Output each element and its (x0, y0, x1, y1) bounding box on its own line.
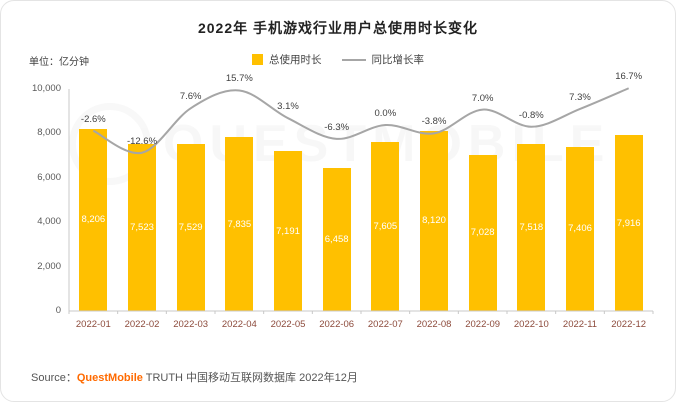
bar-2022-12: 7,916 (614, 135, 643, 311)
bar-value-label: 7,916 (616, 217, 641, 229)
bar-2022-02: 7,523 (128, 143, 156, 311)
y-axis-tick-label: 2,000 (37, 260, 61, 272)
bar-2022-09: 7,028 (468, 154, 497, 311)
x-axis-label: 2022-11 (562, 319, 598, 330)
bar-2022-01: 8,206 (79, 128, 108, 311)
bar-2022-05: 7,191 (274, 151, 302, 311)
x-axis-label: 2022-07 (367, 319, 403, 330)
bar-value-label: 7,605 (373, 221, 398, 233)
x-axis-label: 2022-02 (124, 319, 160, 330)
bar-value-label: 7,028 (470, 227, 495, 239)
bar-2022-08: 8,120 (420, 130, 448, 311)
chart-legend: 总使用时长 同比增长率 (1, 52, 675, 67)
source-rest: TRUTH 中国移动互联网数据库 2022年12月 (142, 372, 358, 384)
bar-2022-06: 6,458 (322, 167, 351, 311)
bar-2022-11: 7,406 (566, 146, 594, 311)
y-axis-tick-label: 6,000 (37, 171, 61, 183)
bar-value-label: 8,120 (422, 215, 446, 227)
growth-rate-label: 7.0% (471, 92, 494, 104)
bar-swatch-icon (252, 54, 263, 65)
x-axis-label: 2022-01 (75, 319, 111, 330)
growth-rate-label: -0.8% (518, 109, 544, 121)
legend-line-label: 同比增长率 (371, 54, 425, 66)
y-axis-tick-label: 10,000 (31, 83, 61, 94)
legend-item-line: 同比增长率 (341, 52, 425, 67)
source-line: Source：QuestMobile TRUTH 中国移动互联网数据库 2022… (31, 369, 358, 385)
bar-value-label: 7,518 (519, 222, 544, 234)
bar-2022-07: 7,605 (371, 142, 400, 311)
bar-value-label: 8,206 (81, 214, 106, 226)
bar-2022-03: 7,529 (176, 143, 205, 311)
x-axis-label: 2022-06 (319, 319, 355, 330)
line-swatch-icon (341, 58, 366, 61)
bar-value-label: 7,406 (568, 223, 592, 235)
growth-rate-label: 7.6% (179, 91, 202, 103)
growth-rate-label: 3.1% (277, 101, 299, 113)
x-axis-label: 2022-10 (513, 319, 549, 330)
x-axis-label: 2022-04 (221, 319, 257, 330)
growth-rate-label: 0.0% (374, 108, 397, 119)
legend-item-bar: 总使用时长 (252, 52, 322, 67)
growth-rate-label: -3.8% (421, 116, 447, 128)
x-axis-label: 2022-09 (465, 319, 501, 330)
growth-rate-label: 16.7% (615, 71, 643, 83)
y-axis-tick-label: 0 (55, 305, 61, 316)
growth-rate-label: 15.7% (225, 73, 253, 85)
x-axis-label: 2022-03 (173, 319, 209, 330)
y-axis-tick-label: 8,000 (37, 127, 61, 139)
growth-rate-label: 7.3% (569, 91, 591, 103)
bar-value-label: 7,191 (276, 225, 300, 237)
unit-label: 单位：亿分钟 (29, 57, 89, 68)
growth-rate-label: -2.6% (80, 113, 106, 125)
bar-value-label: 7,835 (227, 218, 252, 230)
x-axis-label: 2022-12 (611, 319, 647, 330)
legend-bar-label: 总使用时长 (269, 54, 322, 66)
bar-value-label: 6,458 (324, 233, 349, 245)
bar-2022-10: 7,518 (517, 144, 546, 311)
x-axis-label: 2022-05 (270, 319, 306, 330)
bar-value-label: 7,529 (178, 221, 203, 233)
bar-value-label: 7,523 (130, 221, 154, 233)
growth-rate-label: -12.6% (126, 135, 158, 147)
y-axis-tick-label: 4,000 (37, 216, 61, 228)
source-brand: QuestMobile (76, 372, 143, 384)
growth-rate-label: -6.3% (324, 121, 350, 133)
chart-title: 2022年 手机游戏行业用户总使用时长变化 (197, 20, 479, 36)
bar-2022-04: 7,835 (225, 137, 254, 311)
x-axis-label: 2022-08 (416, 319, 452, 330)
source-prefix: Source： (31, 372, 77, 384)
